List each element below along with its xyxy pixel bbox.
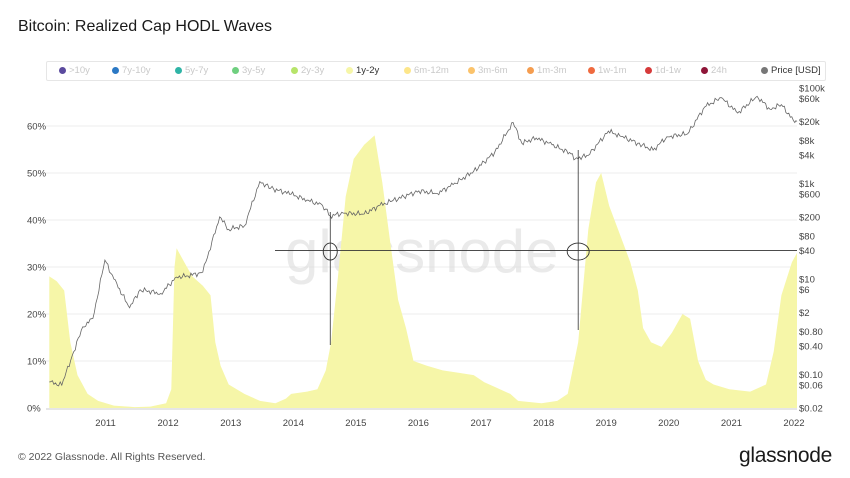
legend-label: 1w-1m [598, 65, 627, 76]
series-layer [49, 95, 798, 408]
legend-label: 5y-7y [185, 65, 209, 76]
legend-label: 2y-3y [301, 65, 325, 76]
y-right-axis-ticks: $100k$60k$20k$8k$4k$1k$600$200$80$40$10$… [799, 84, 825, 415]
y-left-tick-label: 60% [27, 122, 47, 133]
legend-item-1y-2y[interactable]: 1y-2y [346, 65, 379, 76]
legend-dot-icon [291, 66, 298, 74]
y-right-tick-label: $100k [799, 84, 825, 95]
legend-label: 6m-12m [414, 65, 449, 76]
glassnode-watermark: glassnode [285, 218, 559, 285]
legend-item-6m-12m[interactable]: 6m-12m [404, 65, 449, 76]
y-right-tick-label: $80 [799, 231, 815, 242]
y-left-tick-label: 30% [27, 263, 47, 274]
series-line-price [49, 95, 798, 387]
x-tick-label: 2015 [345, 418, 366, 429]
legend-dot-icon [468, 66, 475, 74]
legend-dot-icon [645, 66, 652, 74]
y-right-tick-label: $40 [799, 246, 815, 257]
legend-dot-icon [232, 66, 239, 74]
legend-label: 3m-6m [478, 65, 508, 76]
legend-item-5y-7y[interactable]: 5y-7y [175, 65, 208, 76]
y-right-tick-label: $6 [799, 285, 810, 296]
legend-label: 7y-10y [122, 65, 151, 76]
y-right-tick-label: $60k [799, 94, 820, 105]
annotation-layer [275, 150, 797, 345]
legend-label: 3y-5y [242, 65, 266, 76]
legend-dot-icon [527, 66, 534, 74]
x-tick-label: 2013 [220, 418, 241, 429]
y-left-tick-label: 20% [27, 310, 47, 321]
y-right-tick-label: $0.80 [799, 327, 823, 338]
glassnode-logo[interactable]: glassnode [738, 444, 832, 467]
x-tick-label: 2022 [783, 418, 804, 429]
legend-item-3m-6m[interactable]: 3m-6m [468, 65, 508, 76]
y-left-axis-ticks: 0% 10% 20% 30% 40% 50% 60% [27, 122, 47, 415]
legend-item-price-usd[interactable]: Price [USD] [761, 65, 821, 76]
legend-dot-icon [588, 66, 595, 74]
y-right-tick-label: $1k [799, 179, 815, 190]
x-tick-label: 2017 [471, 418, 492, 429]
legend-dot-icon [112, 66, 119, 74]
x-tick-label: 2021 [721, 418, 742, 429]
legend-label: Price [USD] [771, 65, 821, 76]
x-tick-label: 2012 [157, 418, 178, 429]
legend-dot-icon [59, 66, 66, 74]
annotation-circle [566, 242, 590, 261]
legend-item-1w-1m[interactable]: 1w-1m [588, 65, 627, 76]
legend-dot-icon [175, 66, 182, 74]
y-right-tick-label: $0.10 [799, 370, 823, 381]
y-right-tick-label: $4k [799, 150, 815, 161]
y-right-tick-label: $0.06 [799, 381, 823, 392]
legend-dot-icon [404, 66, 411, 74]
x-tick-label: 2014 [283, 418, 304, 429]
legend-label: >10y [69, 65, 90, 76]
legend-item-7y-10y[interactable]: 7y-10y [112, 65, 151, 76]
y-left-tick-label: 40% [27, 216, 47, 227]
legend-dot-icon [346, 66, 353, 74]
x-tick-label: 2011 [95, 418, 115, 429]
chart-title: Bitcoin: Realized Cap HODL Waves [18, 18, 273, 35]
legend-item-24h[interactable]: 24h [701, 65, 727, 76]
y-left-tick-label: 10% [27, 357, 47, 368]
y-left-tick-label: 0% [27, 404, 41, 415]
x-axis-ticks: 2011 2012 2013 2014 2015 2016 2017 2018 2019 2020… [95, 418, 804, 429]
y-right-tick-label: $2 [799, 308, 810, 319]
legend-item-1m-3m[interactable]: 1m-3m [527, 65, 567, 76]
chart-legend: >10y 7y-10y 5y-7y 3y-5y 2y-3y 1y-2y 6m-12m 3m-6… [46, 61, 826, 81]
legend-label: 1y-2y [356, 65, 380, 76]
x-tick-label: 2020 [658, 418, 679, 429]
y-left-tick-label: 50% [27, 169, 47, 180]
y-right-tick-label: $8k [799, 136, 815, 147]
legend-label: 24h [711, 65, 727, 76]
x-tick-label: 2018 [533, 418, 554, 429]
legend-item-10y[interactable]: >10y [59, 65, 90, 76]
y-right-tick-label: $200 [799, 212, 820, 223]
legend-label: 1m-3m [537, 65, 567, 76]
legend-dot-icon [761, 66, 768, 74]
legend-label: 1d-1w [655, 65, 681, 76]
x-tick-label: 2019 [596, 418, 617, 429]
copyright-footer: © 2022 Glassnode. All Rights Reserved. [18, 451, 206, 463]
legend-item-3y-5y[interactable]: 3y-5y [232, 65, 265, 76]
legend-dot-icon [701, 66, 708, 74]
y-right-tick-label: $20k [799, 117, 820, 128]
y-right-tick-label: $600 [799, 190, 820, 201]
x-tick-label: 2016 [408, 418, 429, 429]
legend-item-2y-3y[interactable]: 2y-3y [291, 65, 324, 76]
annotation-circle [322, 242, 338, 261]
y-right-tick-label: $10 [799, 275, 815, 286]
y-right-tick-label: $0.40 [799, 341, 823, 352]
legend-item-1d-1w[interactable]: 1d-1w [645, 65, 681, 76]
y-right-tick-label: $0.02 [799, 404, 823, 415]
series-area-1y-2y [49, 135, 798, 408]
